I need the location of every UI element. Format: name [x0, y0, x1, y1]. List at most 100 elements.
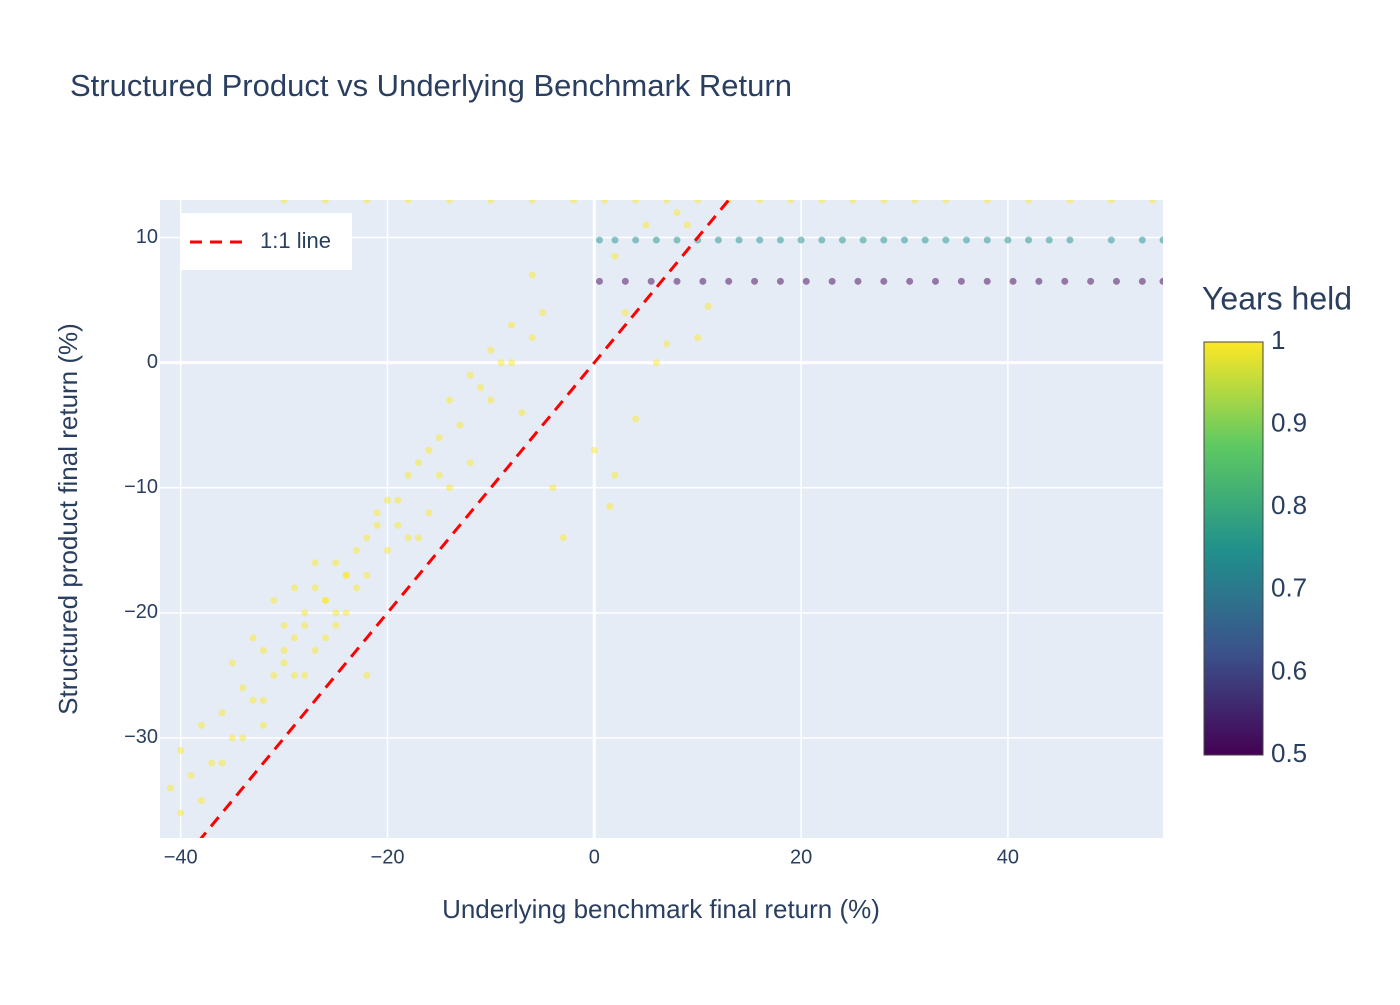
point: [642, 221, 650, 229]
point: [595, 236, 603, 244]
colorbar-tick-label: 0.6: [1271, 655, 1307, 685]
point: [621, 309, 629, 317]
point: [539, 309, 547, 317]
y-tick-label: −30: [124, 726, 158, 748]
point: [611, 471, 619, 479]
colorbar-tick-label: 0.5: [1271, 738, 1307, 768]
point: [1045, 236, 1053, 244]
point: [1035, 277, 1043, 285]
point: [321, 200, 329, 204]
point: [595, 277, 603, 285]
point: [270, 596, 278, 604]
point: [404, 471, 412, 479]
point: [818, 200, 826, 204]
point: [239, 734, 247, 742]
point: [756, 236, 764, 244]
point: [776, 277, 784, 285]
point: [714, 236, 722, 244]
point: [466, 371, 474, 379]
point: [859, 236, 867, 244]
point: [415, 534, 423, 542]
point: [518, 409, 526, 417]
point: [632, 415, 640, 423]
point: [311, 559, 319, 567]
point: [683, 221, 691, 229]
point: [373, 521, 381, 529]
point: [983, 200, 991, 204]
point: [301, 621, 309, 629]
point: [228, 734, 236, 742]
point: [906, 277, 914, 285]
point: [601, 200, 609, 204]
point: [854, 277, 862, 285]
point: [1061, 277, 1069, 285]
point: [911, 200, 919, 204]
point: [735, 236, 743, 244]
y-axis-title: Structured product final return (%): [53, 323, 83, 715]
point: [663, 340, 671, 348]
x-tick-label: 40: [997, 846, 1019, 868]
x-axis-title: Underlying benchmark final return (%): [442, 894, 880, 924]
point: [1066, 200, 1074, 204]
point: [321, 596, 329, 604]
point: [1149, 200, 1157, 204]
point: [487, 396, 495, 404]
point: [218, 759, 226, 767]
point: [699, 277, 707, 285]
point: [756, 200, 764, 204]
point: [342, 571, 350, 579]
point: [177, 809, 185, 817]
point: [787, 200, 795, 204]
point: [311, 584, 319, 592]
point: [957, 277, 965, 285]
point: [208, 759, 216, 767]
point: [1025, 200, 1033, 204]
point: [828, 277, 836, 285]
point: [1009, 277, 1017, 285]
point: [611, 252, 619, 260]
point: [363, 200, 371, 204]
point: [404, 534, 412, 542]
point: [673, 209, 681, 217]
point: [673, 236, 681, 244]
point: [311, 646, 319, 654]
point: [725, 277, 733, 285]
legend-label: 1:1 line: [260, 228, 331, 253]
point: [352, 546, 360, 554]
point: [508, 359, 516, 367]
point: [373, 509, 381, 517]
point: [942, 200, 950, 204]
point: [652, 236, 660, 244]
point: [280, 200, 288, 204]
x-tick-label: 0: [589, 846, 600, 868]
reference-line: [199, 200, 731, 838]
x-tick-label: −40: [164, 846, 198, 868]
point: [983, 236, 991, 244]
colorbar-tick-label: 0.8: [1271, 490, 1307, 520]
point: [1138, 277, 1146, 285]
point: [249, 696, 257, 704]
colorbar-tick-label: 0.9: [1271, 407, 1307, 437]
point: [280, 621, 288, 629]
point: [394, 521, 402, 529]
point: [880, 277, 888, 285]
point: [435, 434, 443, 442]
point: [1066, 236, 1074, 244]
point: [1112, 277, 1120, 285]
point: [197, 796, 205, 804]
point: [166, 784, 174, 792]
point: [849, 200, 857, 204]
point: [249, 634, 257, 642]
point: [446, 484, 454, 492]
point: [606, 502, 614, 510]
point: [280, 646, 288, 654]
point: [259, 646, 267, 654]
point: [239, 684, 247, 692]
point: [259, 721, 267, 729]
colorbar-title: Years held: [1202, 280, 1352, 316]
point: [647, 277, 655, 285]
point: [383, 496, 391, 504]
point: [652, 359, 660, 367]
point: [332, 621, 340, 629]
point: [559, 534, 567, 542]
